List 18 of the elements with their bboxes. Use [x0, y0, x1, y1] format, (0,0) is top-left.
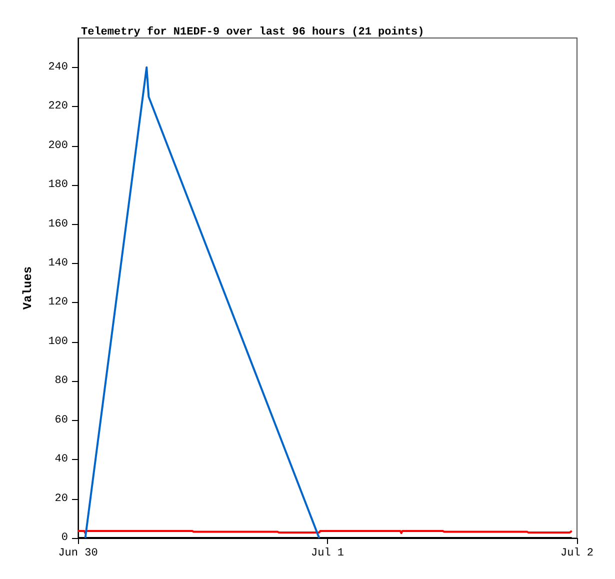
- y-tick-label: 20: [54, 492, 68, 505]
- y-tick-label: 120: [48, 296, 68, 309]
- y-tick-label: 240: [48, 61, 68, 74]
- chart-title: Telemetry for N1EDF-9 over last 96 hours (21 points): [81, 26, 424, 38]
- y-axis-title: Values: [21, 266, 35, 310]
- y-tick-label: 160: [48, 218, 68, 230]
- y-tick-label: 180: [48, 179, 68, 192]
- y-tick-label: 80: [54, 375, 68, 388]
- y-tick-label: 220: [48, 100, 68, 113]
- x-tick-label: Jul 1: [310, 548, 344, 560]
- x-tick-label: Jun 30: [58, 548, 98, 560]
- y-tick-label: 200: [48, 140, 68, 152]
- y-tick-label: 100: [48, 336, 68, 348]
- y-tick-label: 140: [48, 257, 68, 270]
- y-tick-label: 0: [61, 532, 68, 544]
- y-tick-label: 40: [54, 454, 68, 466]
- x-tick-label: Jul 2: [560, 548, 594, 560]
- y-tick-label: 60: [54, 414, 68, 426]
